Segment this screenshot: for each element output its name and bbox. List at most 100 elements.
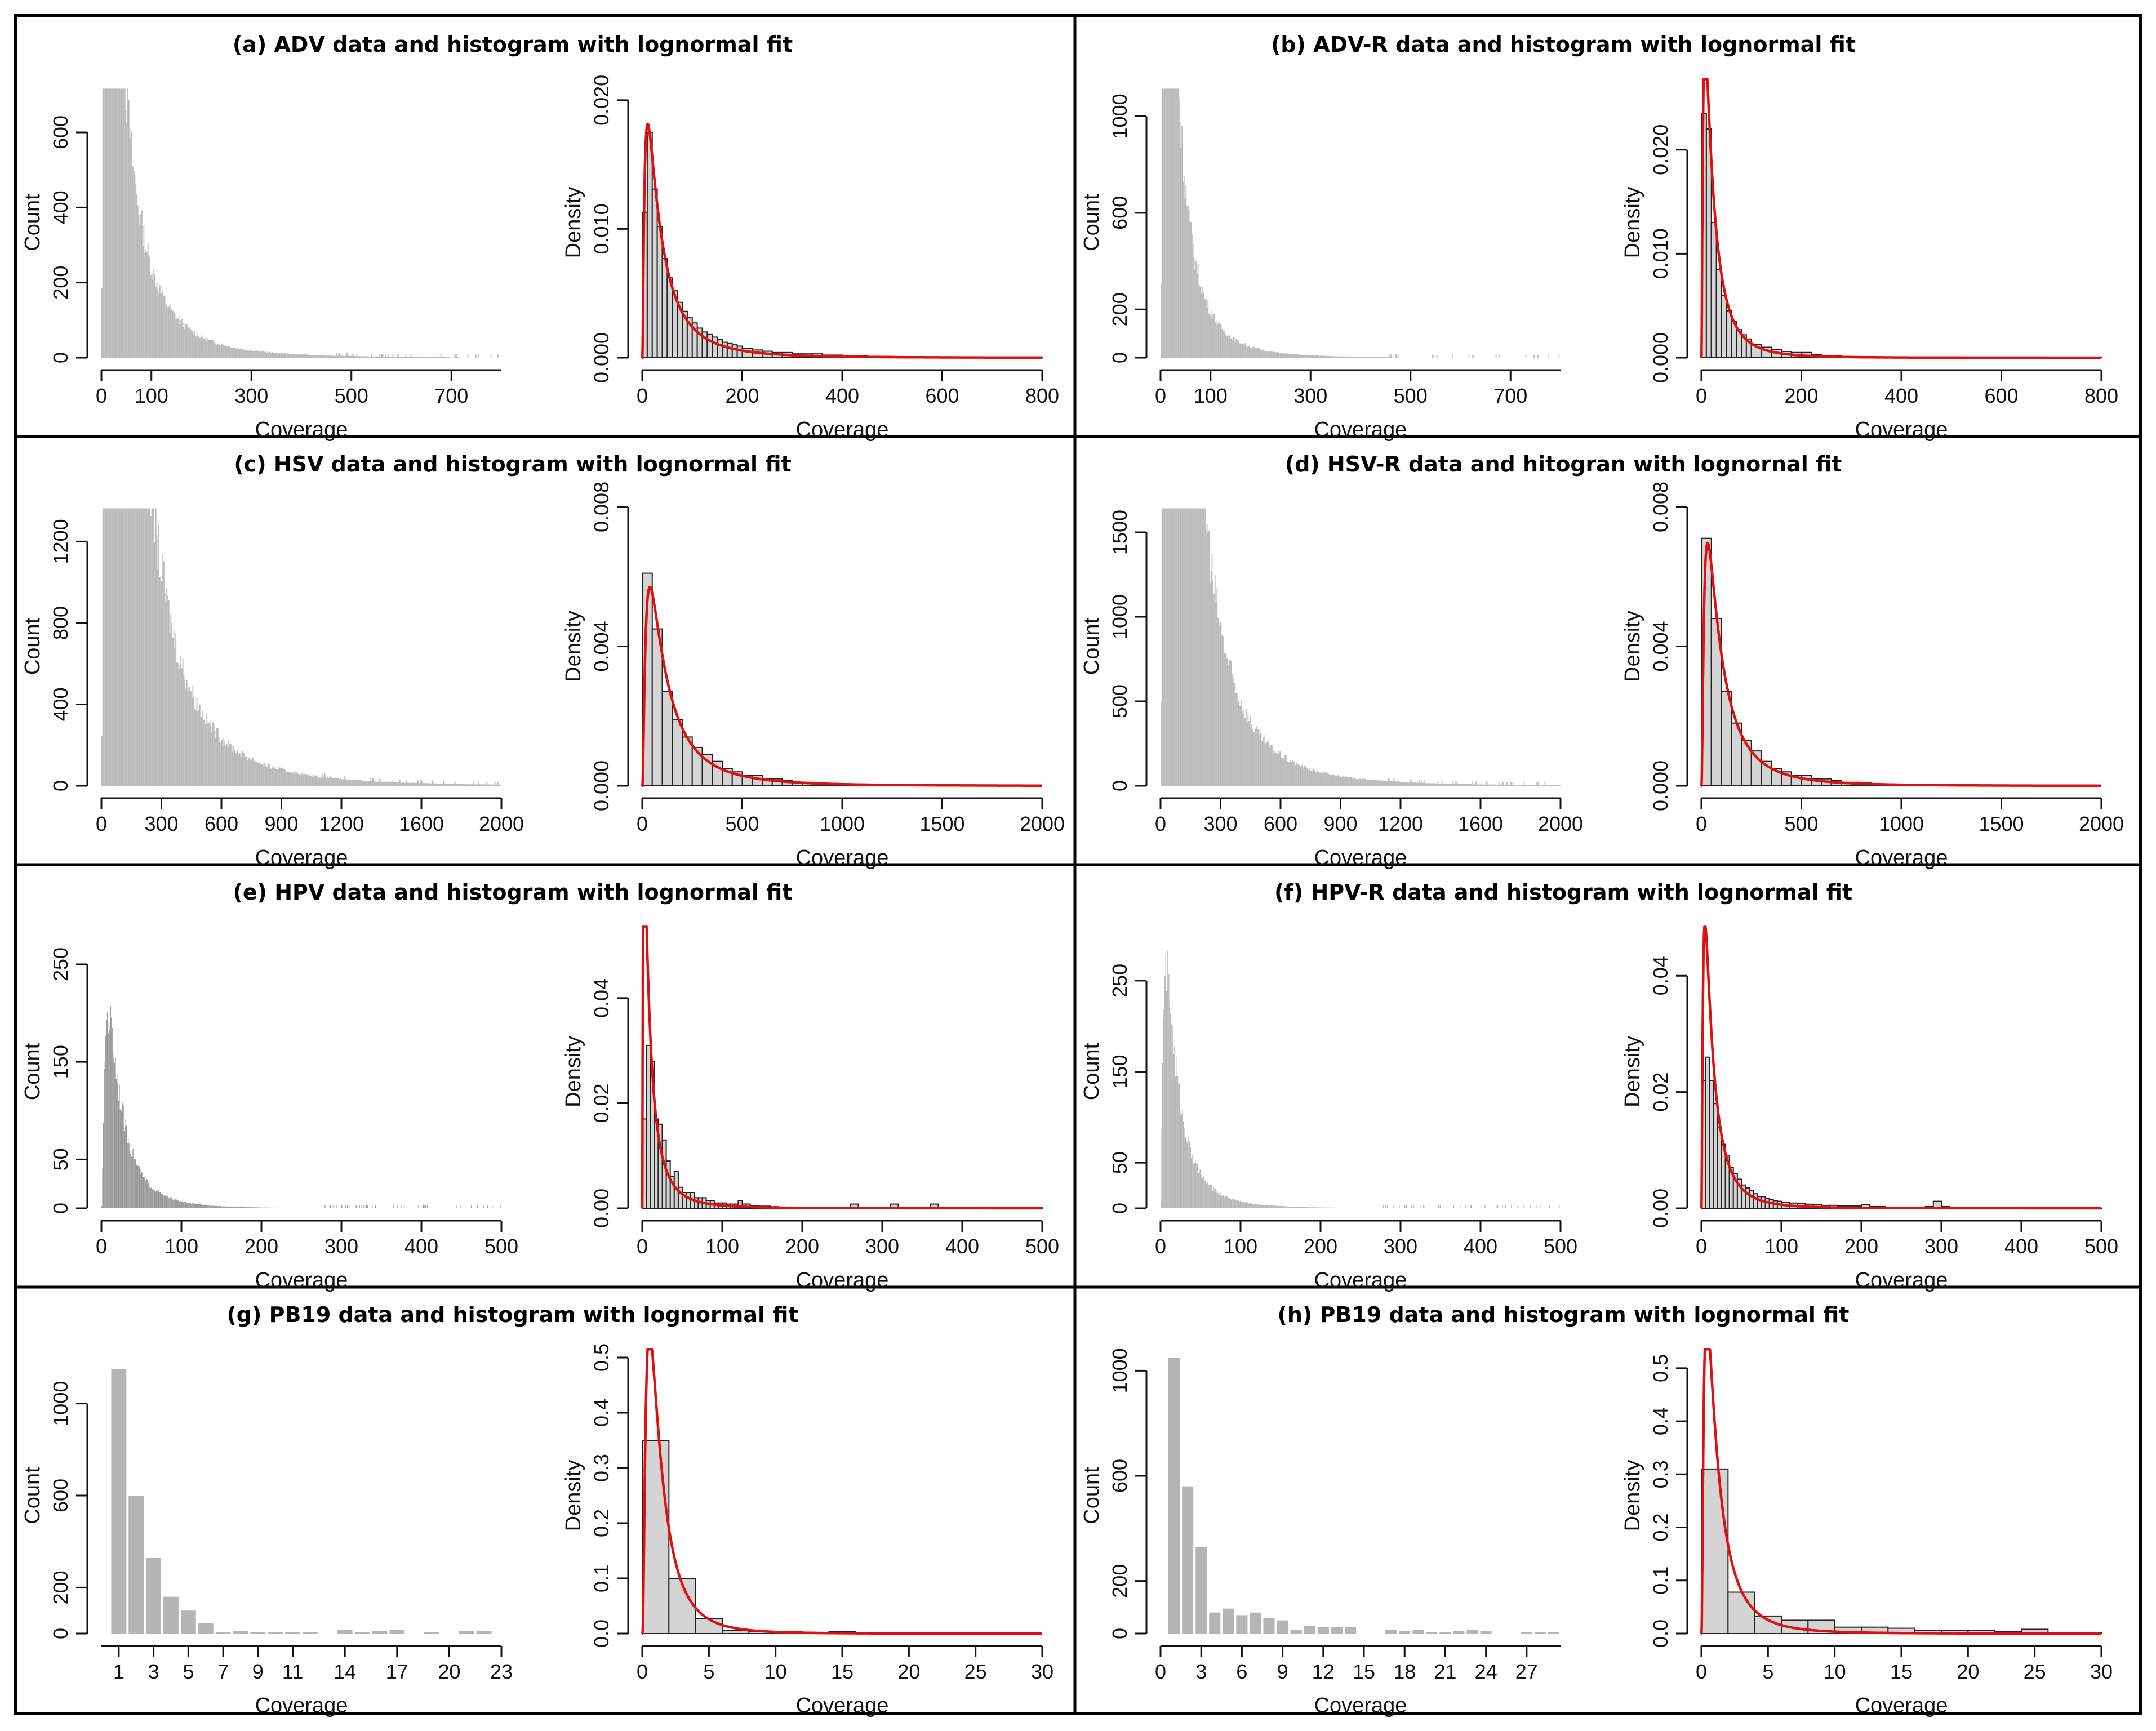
- histogram-bar: [268, 763, 269, 786]
- y-tick-label: 0.020: [1649, 124, 1672, 175]
- histogram-bar: [1355, 779, 1357, 786]
- histogram-bar: [335, 356, 336, 358]
- histogram-bar: [1554, 785, 1555, 786]
- histogram-bar: [182, 1201, 183, 1208]
- panel-g: (g) PB19 data and histogram with lognorm…: [21, 1302, 1053, 1717]
- histogram-bar: [1335, 776, 1336, 786]
- histogram-bar: [1244, 343, 1246, 358]
- histogram-bar: [499, 785, 500, 786]
- histogram-bar: [1501, 785, 1502, 786]
- histogram-bar: [371, 781, 372, 786]
- histogram-bar: [269, 764, 270, 786]
- x-tick-label: 400: [404, 1235, 438, 1258]
- histogram-bar: [297, 773, 299, 786]
- histogram-bar: [323, 777, 324, 786]
- histogram-bar: [1238, 1200, 1239, 1208]
- histogram-bar: [1202, 508, 1203, 786]
- histogram-bar: [1539, 785, 1540, 786]
- histogram-bar: [157, 282, 158, 358]
- histogram-bar: [322, 355, 323, 358]
- histogram-bar: [1376, 781, 1377, 786]
- histogram-bar: [1349, 357, 1350, 358]
- histogram-bar: [1278, 352, 1279, 358]
- histogram-bar: [103, 1123, 104, 1208]
- histogram-bar: [286, 354, 287, 358]
- histogram-bar: [226, 346, 228, 358]
- histogram-bar: [335, 356, 336, 358]
- histogram-bar: [273, 353, 274, 358]
- histogram-bar: [1173, 508, 1175, 786]
- histogram-bar: [291, 354, 292, 358]
- histogram-bar: [1235, 693, 1237, 786]
- histogram-bar: [1287, 353, 1288, 358]
- histogram-bar: [337, 355, 339, 358]
- histogram-bar: [121, 88, 122, 358]
- histogram-bar: [277, 768, 278, 786]
- histogram-bar: [393, 782, 394, 786]
- histogram-bar: [1456, 784, 1457, 786]
- histogram-bar: [1282, 1206, 1283, 1208]
- histogram-bar: [192, 332, 193, 358]
- histogram-bar: [330, 355, 331, 358]
- histogram-bar: [406, 354, 407, 358]
- histogram-bar: [1392, 781, 1393, 786]
- histogram-bar: [1306, 355, 1308, 358]
- histogram-bar: [1305, 1207, 1306, 1208]
- x-tick-label: 15: [1890, 1660, 1913, 1683]
- y-tick-label: 0.010: [1649, 228, 1672, 279]
- histogram-bar: [214, 1205, 215, 1208]
- histogram-bar: [104, 88, 105, 358]
- histogram-bar: [345, 779, 346, 786]
- histogram-bar: [1256, 1204, 1257, 1208]
- histogram-bar: [1536, 782, 1537, 786]
- histogram-bar: [478, 354, 479, 358]
- density-bar: [642, 1440, 669, 1634]
- histogram-bar: [444, 784, 446, 786]
- histogram-bar: [1284, 1206, 1285, 1208]
- panel-d: (d) HSV-R data and hitogran with lognorn…: [1080, 452, 2124, 870]
- histogram-bar: [305, 774, 306, 786]
- histogram-bar: [1339, 777, 1340, 786]
- histogram-bar: [1278, 1206, 1279, 1208]
- histogram-bar: [404, 357, 406, 358]
- x-axis-label: Coverage: [1855, 418, 1948, 442]
- histogram-bar: [299, 775, 300, 786]
- histogram-bar: [1212, 1191, 1213, 1208]
- histogram-bar: [346, 780, 348, 786]
- histogram-bar: [419, 783, 420, 786]
- histogram-bar: [1470, 1205, 1471, 1208]
- histogram-bar: [1395, 354, 1397, 358]
- count-bar: [233, 1631, 248, 1634]
- histogram-bar: [1487, 782, 1488, 786]
- histogram-bar: [153, 269, 154, 358]
- histogram-bar: [177, 319, 179, 358]
- histogram-bar: [473, 781, 474, 786]
- histogram-bar: [423, 357, 424, 358]
- histogram-bar: [426, 357, 428, 358]
- histogram-bar: [1366, 779, 1367, 786]
- histogram-bar: [1277, 1206, 1278, 1208]
- histogram-bar: [366, 781, 367, 786]
- histogram-bar: [1346, 777, 1348, 786]
- histogram-bar: [1229, 336, 1230, 358]
- histogram-bar: [438, 784, 439, 786]
- histogram-bar: [451, 784, 452, 786]
- histogram-bar: [397, 1205, 398, 1208]
- histogram-bar: [317, 777, 318, 786]
- histogram-bar: [197, 334, 198, 358]
- histogram-bar: [247, 760, 248, 786]
- histogram-bar: [1352, 357, 1353, 358]
- histogram-bar: [300, 354, 301, 358]
- histogram-bar: [206, 713, 207, 786]
- histogram-bar: [1505, 785, 1506, 786]
- histogram-bar: [284, 769, 286, 786]
- histogram-bar: [1486, 782, 1487, 786]
- histogram-bar: [1412, 782, 1413, 786]
- count-bar: [1223, 1609, 1234, 1634]
- histogram-bar: [1362, 357, 1363, 358]
- histogram-bar: [139, 508, 140, 786]
- histogram-bar: [113, 88, 114, 358]
- histogram-bar: [246, 350, 247, 358]
- x-tick-label: 0: [1155, 384, 1166, 407]
- histogram-bar: [1206, 1184, 1207, 1208]
